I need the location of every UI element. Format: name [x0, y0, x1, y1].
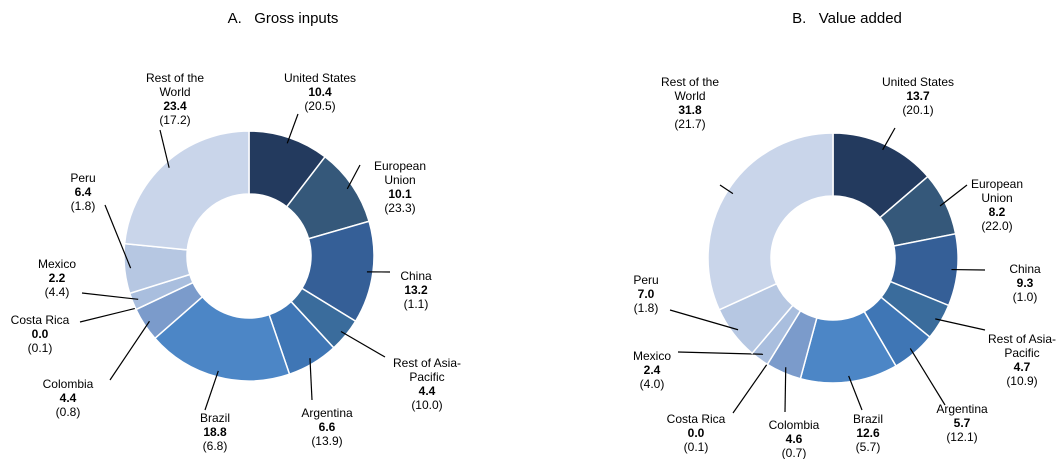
secondary-label: (17.2): [159, 113, 190, 127]
secondary-label: (4.4): [45, 285, 70, 299]
leader-line: [346, 164, 361, 190]
leader-line: [677, 351, 764, 355]
chart-title: A. Gross inputs: [228, 10, 339, 27]
value-label: 18.8: [203, 425, 227, 439]
leader-line: [909, 348, 946, 406]
slice-label: Rest of the World: [146, 71, 204, 99]
slice-label: European Union: [374, 159, 426, 187]
slice-label: United States: [882, 75, 954, 89]
leader-line: [732, 358, 771, 414]
leader-line: [848, 375, 863, 411]
leader-line: [109, 320, 150, 381]
secondary-label: (0.7): [782, 446, 807, 459]
leader-line: [204, 370, 219, 411]
leader-line: [81, 292, 139, 300]
value-label: 10.1: [388, 187, 412, 201]
leader-line: [669, 309, 739, 331]
secondary-label: (0.1): [684, 440, 709, 454]
value-label: 0.0: [32, 327, 49, 341]
value-label: 8.2: [989, 205, 1006, 219]
slice-label: Argentina: [936, 402, 988, 416]
value-label: 2.4: [644, 363, 661, 377]
value-label: 5.7: [954, 416, 971, 430]
leader-line: [340, 330, 386, 358]
value-label: 0.0: [688, 426, 705, 440]
secondary-label: (20.1): [902, 103, 933, 117]
slice-label: Brazil: [200, 411, 230, 425]
leader-line: [719, 184, 734, 195]
secondary-label: (12.1): [946, 430, 977, 444]
slice-label: Costa Rica: [11, 313, 70, 327]
secondary-label: (0.1): [28, 341, 53, 355]
leader-line: [882, 127, 896, 151]
secondary-label: (1.8): [634, 301, 659, 315]
slice-label: United States: [284, 71, 356, 85]
slice-label: Colombia: [769, 418, 820, 432]
value-label: 4.4: [419, 384, 436, 398]
slice-label: Mexico: [633, 349, 671, 363]
slice-label: Argentina: [301, 406, 353, 420]
leader-line: [79, 306, 142, 323]
slice-label: China: [1009, 262, 1041, 276]
secondary-label: (0.8): [56, 405, 81, 419]
secondary-label: (20.5): [304, 99, 335, 113]
secondary-label: (6.8): [203, 439, 228, 453]
value-label: 4.7: [1014, 360, 1031, 374]
secondary-label: (1.8): [71, 199, 96, 213]
leader-line: [286, 113, 299, 144]
value-label: 7.0: [638, 287, 655, 301]
slice-label: Peru: [70, 171, 95, 185]
secondary-label: (10.0): [411, 398, 442, 412]
donut-slice: [123, 130, 250, 251]
secondary-label: (4.0): [640, 377, 665, 391]
secondary-label: (10.9): [1006, 374, 1037, 388]
chart-title: B. Value added: [792, 10, 902, 27]
slice-label: Rest of the World: [661, 75, 719, 103]
slice-label: Mexico: [38, 257, 76, 271]
slice-label: Peru: [633, 273, 658, 287]
value-label: 13.2: [404, 283, 428, 297]
slice-label: European Union: [971, 177, 1023, 205]
value-label: 6.6: [319, 420, 336, 434]
secondary-label: (13.9): [311, 434, 342, 448]
value-label: 9.3: [1017, 276, 1034, 290]
slice-label: Costa Rica: [667, 412, 726, 426]
secondary-label: (1.0): [1013, 290, 1038, 304]
value-label: 6.4: [75, 185, 92, 199]
secondary-label: (1.1): [404, 297, 429, 311]
value-label: 23.4: [163, 99, 187, 113]
leader-line: [935, 318, 986, 331]
value-label: 12.6: [856, 426, 880, 440]
value-label: 4.6: [786, 432, 803, 446]
slice-label: Rest of Asia-Pacific: [393, 356, 461, 384]
slice-label: Brazil: [853, 412, 883, 426]
leader-line: [104, 204, 132, 269]
slice-label: China: [400, 269, 432, 283]
secondary-label: (22.0): [981, 219, 1012, 233]
value-label: 13.7: [906, 89, 930, 103]
slice-label: Colombia: [43, 377, 94, 391]
value-label: 2.2: [49, 271, 66, 285]
leader-line: [939, 184, 968, 207]
secondary-label: (5.7): [856, 440, 881, 454]
donut-slice: [707, 132, 834, 311]
value-label: 31.8: [678, 103, 702, 117]
secondary-label: (23.3): [384, 201, 415, 215]
leader-line: [309, 358, 313, 401]
value-label: 10.4: [308, 85, 332, 99]
leader-line: [159, 129, 170, 168]
slice-label: Rest of Asia-Pacific: [988, 332, 1056, 360]
leader-line: [784, 367, 787, 413]
value-label: 4.4: [60, 391, 77, 405]
secondary-label: (21.7): [674, 117, 705, 131]
